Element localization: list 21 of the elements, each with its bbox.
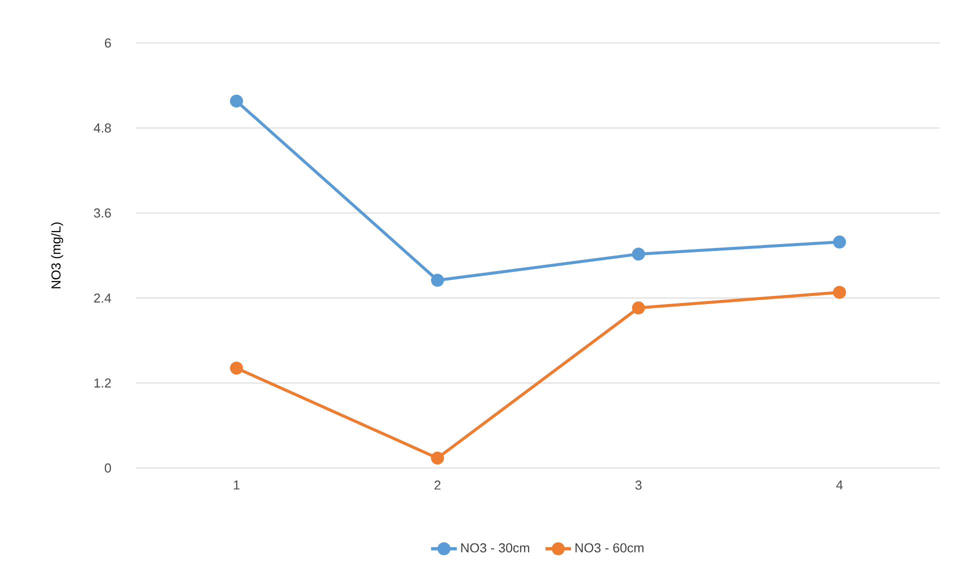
point [833,236,846,249]
y-tick-label: 1.2 [94,378,111,388]
y-tick-label: 0 [104,463,111,473]
point [230,362,243,375]
point [230,94,243,108]
x-tick-label: 4 [836,480,843,490]
x-tick-label: 3 [635,480,642,490]
legend-label: NO3 - 60cm [576,543,644,552]
point [632,301,645,314]
point [431,274,444,287]
point [833,286,846,299]
x-tick-label: 1 [234,480,240,490]
point [632,248,645,261]
y-tick-label: 3.6 [94,208,111,218]
x-tick-label: 2 [434,480,440,490]
point [431,452,444,465]
y-tick-label: 2.4 [94,293,112,303]
legend-label: NO3 - 30cm [461,543,530,552]
y-tick-label: 6 [104,38,111,48]
y-tick-label: 4.8 [94,123,111,133]
y-axis-title: NO3 (mg/L) [51,222,64,288]
